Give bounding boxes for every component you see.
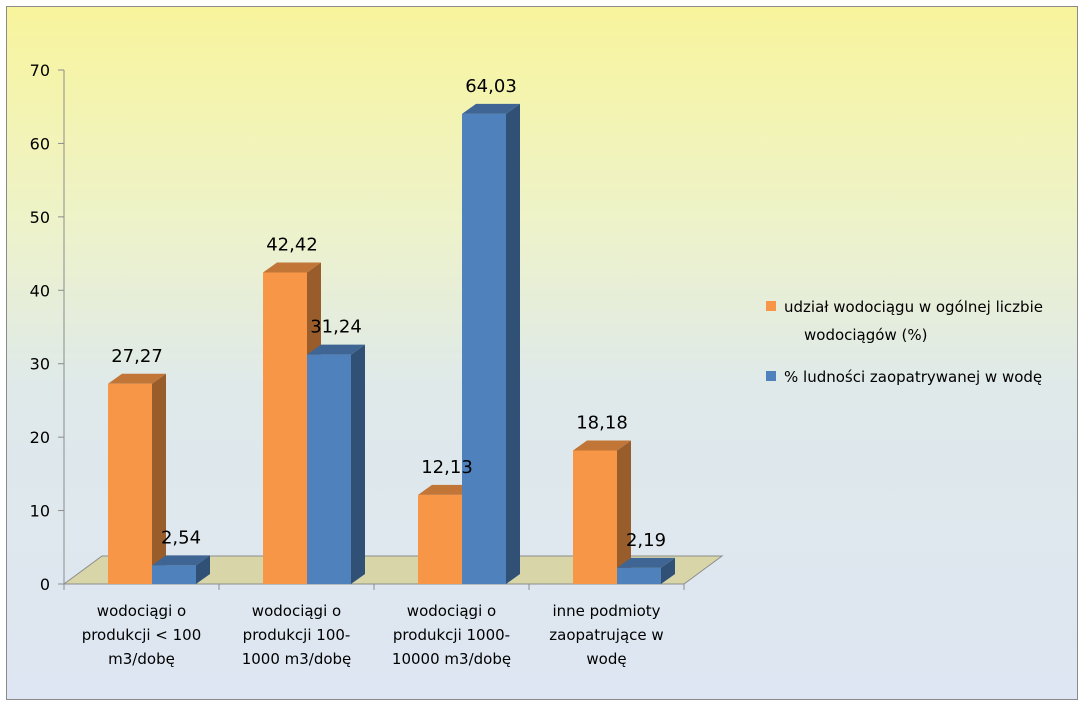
bar-0-1: [263, 262, 321, 584]
x-category-label-2: wodociągi o produkcji 1000-10000 m3/dobę: [392, 602, 511, 668]
data-label-0-3: 18,18: [576, 413, 628, 434]
bar-side: [196, 555, 210, 584]
bar-side: [506, 103, 520, 585]
y-tick-label-6: 60: [30, 134, 50, 153]
y-tick-label-2: 20: [30, 428, 50, 447]
legend-swatch-1: [766, 371, 776, 381]
bar-top: [307, 344, 365, 355]
data-label-0-2: 12,13: [421, 457, 473, 478]
bar-1-1: [307, 344, 365, 584]
data-label-1-0: 2,54: [161, 527, 201, 548]
bar-front: [617, 567, 661, 584]
bar-1-2: [462, 103, 520, 585]
bar-top: [418, 484, 476, 495]
chart-axes: 0 10 20 30 40 50 60 70 wodociągi o produkcji < 10…: [30, 61, 724, 668]
bar-1-3: [617, 557, 675, 584]
bar-0-3: [573, 440, 631, 584]
chart-data-labels: 27,27 42,42 12,13 18,18 2,54 31,24 64,03 2,19: [111, 76, 666, 551]
legend-label-1: % ludności zaopatrywanej w wodę: [784, 368, 1042, 386]
y-tick-label-5: 50: [30, 208, 50, 227]
x-category-label-0: wodociągi o produkcji < 100 m3/dobę: [82, 602, 202, 668]
data-label-1-3: 2,19: [626, 530, 666, 551]
bar-1-0: [152, 555, 210, 584]
data-label-0-1: 42,42: [266, 235, 318, 256]
y-tick-label-3: 30: [30, 355, 50, 374]
x-category-label-3: inne podmioty zaopatrujące w wodę: [549, 602, 663, 668]
data-label-1-1: 31,24: [310, 317, 362, 338]
bar-front: [152, 565, 196, 584]
data-label-0-0: 27,27: [111, 346, 163, 367]
bar-front: [108, 383, 152, 584]
bar-top: [152, 555, 210, 566]
bar-side: [661, 557, 675, 584]
bar-side: [351, 344, 365, 584]
y-tick-label-1: 10: [30, 502, 50, 521]
bar-top: [617, 557, 675, 568]
bar-0-0: [108, 373, 166, 584]
bar-front: [573, 450, 617, 584]
chart-legend: udział wodociągu w ogólnej liczbie wodoci…: [766, 298, 1043, 386]
chart-bars: [108, 103, 675, 585]
y-tick-label-4: 40: [30, 281, 50, 300]
bar-top: [573, 440, 631, 451]
legend-label-0: udział wodociągu w ogólnej liczbie wodoci…: [784, 298, 1043, 344]
y-tick-label-0: 0: [40, 575, 50, 594]
bar-side: [152, 373, 166, 584]
bar-top: [108, 373, 166, 384]
data-label-1-2: 64,03: [465, 76, 517, 97]
y-tick-label-7: 70: [30, 61, 50, 80]
bar-front: [418, 494, 462, 584]
bar-front: [263, 272, 307, 584]
bar-top: [462, 103, 520, 114]
bar-front: [307, 354, 351, 584]
bar-top: [263, 262, 321, 273]
bar-side: [617, 440, 631, 584]
x-category-label-1: wodociągi o produkcji 100-1000 m3/dobę: [242, 602, 352, 668]
bar-front: [462, 113, 506, 585]
legend-swatch-0: [766, 301, 776, 311]
